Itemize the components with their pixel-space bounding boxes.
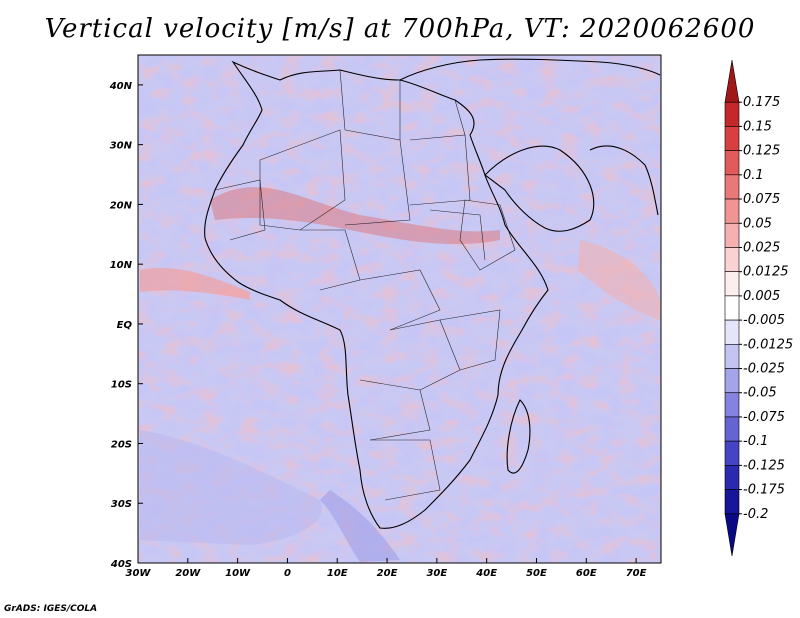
x-tick-label: 10W	[225, 568, 251, 579]
colorbar-label: 0.005	[743, 289, 780, 304]
credit-text: GrADS: IGES/COLA	[4, 604, 98, 614]
colorbar-segment	[724, 247, 740, 272]
x-tick-label: 20W	[175, 568, 201, 579]
colorbar-segment	[724, 344, 740, 369]
plot-area	[138, 55, 661, 563]
field-band-red	[578, 240, 660, 320]
colorbar-segment	[724, 392, 740, 418]
colorbar-segment	[724, 368, 740, 394]
coastlines	[204, 58, 661, 529]
y-tick-label: 10N	[110, 260, 133, 271]
colorbar-label: 0.075	[743, 192, 780, 207]
field-band-blue	[140, 430, 322, 545]
x-tick-label: 40E	[475, 568, 497, 579]
colorbar-label: 0.0125	[743, 265, 789, 280]
colorbar-segment	[724, 174, 740, 200]
colorbar-segment	[724, 271, 740, 297]
colorbar-label: -0.125	[743, 458, 785, 473]
eurasia-coastline	[399, 58, 661, 81]
colorbar-segment	[724, 465, 740, 490]
y-tick-label: 40S	[110, 559, 132, 570]
x-tick-label: 60E	[576, 568, 597, 579]
x-tick-label: 70E	[626, 568, 647, 579]
colorbar: 0.175 0.15 0.125 0.1 0.075 0.05 0.025 0.0125 0.0…	[724, 59, 793, 557]
axis-ticks: 30W 20W 10W 0 10E 20E 30E 40E 50E 60E 70E 40N 30N 20N…	[109, 81, 647, 579]
y-tick-label: 40N	[109, 81, 133, 92]
colorbar-segment	[724, 489, 740, 515]
field-band-red	[140, 268, 250, 300]
colorbar-label: 0.175	[743, 95, 780, 110]
colorbar-segment	[724, 126, 740, 151]
plot-frame	[137, 54, 662, 564]
y-tick-label: 20N	[110, 200, 133, 211]
map-title: Vertical velocity [m/s] at 700hPa, VT: 2…	[44, 14, 756, 44]
colorbar-label: -0.005	[743, 313, 785, 328]
colorbar-label: -0.025	[743, 362, 785, 377]
y-tick-label: 30S	[111, 499, 132, 510]
field-band-red	[210, 187, 500, 245]
x-tick-label: 0	[284, 568, 291, 579]
colorbar-segment	[724, 513, 740, 557]
colorbar-label: -0.0125	[743, 337, 793, 352]
madagascar-coastline	[506, 399, 531, 474]
x-tick-label: 30W	[126, 568, 152, 579]
x-tick-label: 30E	[426, 568, 447, 579]
colorbar-label: 0.1	[743, 168, 764, 183]
colorbar-segment	[724, 295, 740, 321]
africa-coastline	[204, 60, 549, 529]
x-tick-label: 20E	[377, 568, 398, 579]
field-band-blue	[320, 490, 400, 562]
country-borders	[214, 69, 516, 501]
arabia-coastline	[484, 145, 595, 232]
x-tick-label: 10E	[327, 568, 348, 579]
colorbar-label: -0.1	[743, 434, 768, 449]
colorbar-segment	[724, 59, 740, 103]
y-tick-label: EQ	[117, 320, 133, 331]
colorbar-label: -0.2	[743, 507, 768, 522]
colorbar-segment	[724, 222, 740, 248]
colorbar-segment	[724, 319, 740, 345]
colorbar-segment	[724, 198, 740, 224]
x-tick-label: 50E	[526, 568, 547, 579]
asia-coastline	[589, 145, 659, 216]
colorbar-label: 0.125	[743, 144, 780, 159]
colorbar-label: 0.025	[743, 240, 780, 255]
y-tick-label: 20S	[111, 439, 132, 450]
colorbar-label: 0.05	[743, 216, 772, 231]
colorbar-segment	[724, 416, 740, 442]
y-tick-label: 30N	[110, 141, 133, 152]
colorbar-segment	[724, 150, 740, 176]
colorbar-segment	[724, 440, 740, 466]
colorbar-label: -0.075	[743, 410, 785, 425]
colorbar-segment	[724, 101, 740, 127]
colorbar-label: 0.15	[743, 119, 772, 134]
y-tick-label: 10S	[111, 380, 132, 391]
colorbar-label: -0.05	[743, 386, 777, 401]
colorbar-label: -0.175	[743, 483, 785, 498]
